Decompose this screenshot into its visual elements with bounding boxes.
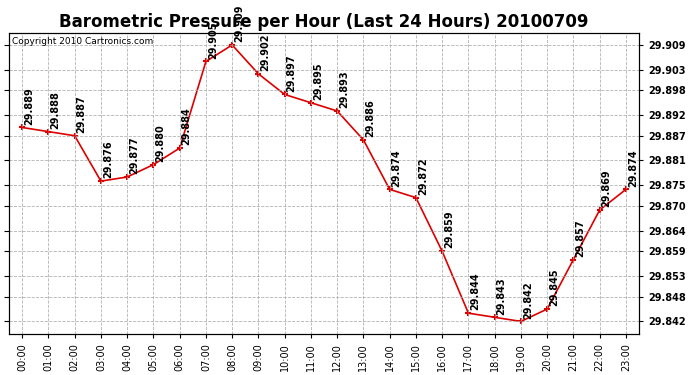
Text: 29.902: 29.902 bbox=[260, 34, 270, 71]
Text: 29.893: 29.893 bbox=[339, 70, 349, 108]
Text: 29.886: 29.886 bbox=[366, 99, 375, 137]
Text: 29.874: 29.874 bbox=[628, 149, 638, 187]
Text: 29.869: 29.869 bbox=[602, 170, 611, 207]
Text: 29.887: 29.887 bbox=[77, 95, 87, 133]
Text: 29.888: 29.888 bbox=[50, 91, 60, 129]
Text: 29.905: 29.905 bbox=[208, 21, 218, 58]
Title: Barometric Pressure per Hour (Last 24 Hours) 20100709: Barometric Pressure per Hour (Last 24 Ho… bbox=[59, 13, 589, 31]
Text: Copyright 2010 Cartronics.com: Copyright 2010 Cartronics.com bbox=[12, 37, 153, 46]
Text: 29.857: 29.857 bbox=[575, 219, 585, 257]
Text: 29.845: 29.845 bbox=[549, 268, 559, 306]
Text: 29.884: 29.884 bbox=[181, 108, 192, 146]
Text: 29.859: 29.859 bbox=[444, 211, 454, 249]
Text: 29.895: 29.895 bbox=[313, 62, 323, 100]
Text: 29.843: 29.843 bbox=[497, 277, 506, 315]
Text: 29.844: 29.844 bbox=[471, 273, 480, 310]
Text: 29.842: 29.842 bbox=[523, 281, 533, 319]
Text: 29.909: 29.909 bbox=[234, 4, 244, 42]
Text: 29.874: 29.874 bbox=[392, 149, 402, 187]
Text: 29.897: 29.897 bbox=[286, 54, 297, 92]
Text: 29.877: 29.877 bbox=[129, 136, 139, 174]
Text: 29.880: 29.880 bbox=[155, 124, 166, 162]
Text: 29.876: 29.876 bbox=[103, 141, 113, 178]
Text: 29.889: 29.889 bbox=[24, 87, 34, 125]
Text: 29.872: 29.872 bbox=[418, 157, 428, 195]
